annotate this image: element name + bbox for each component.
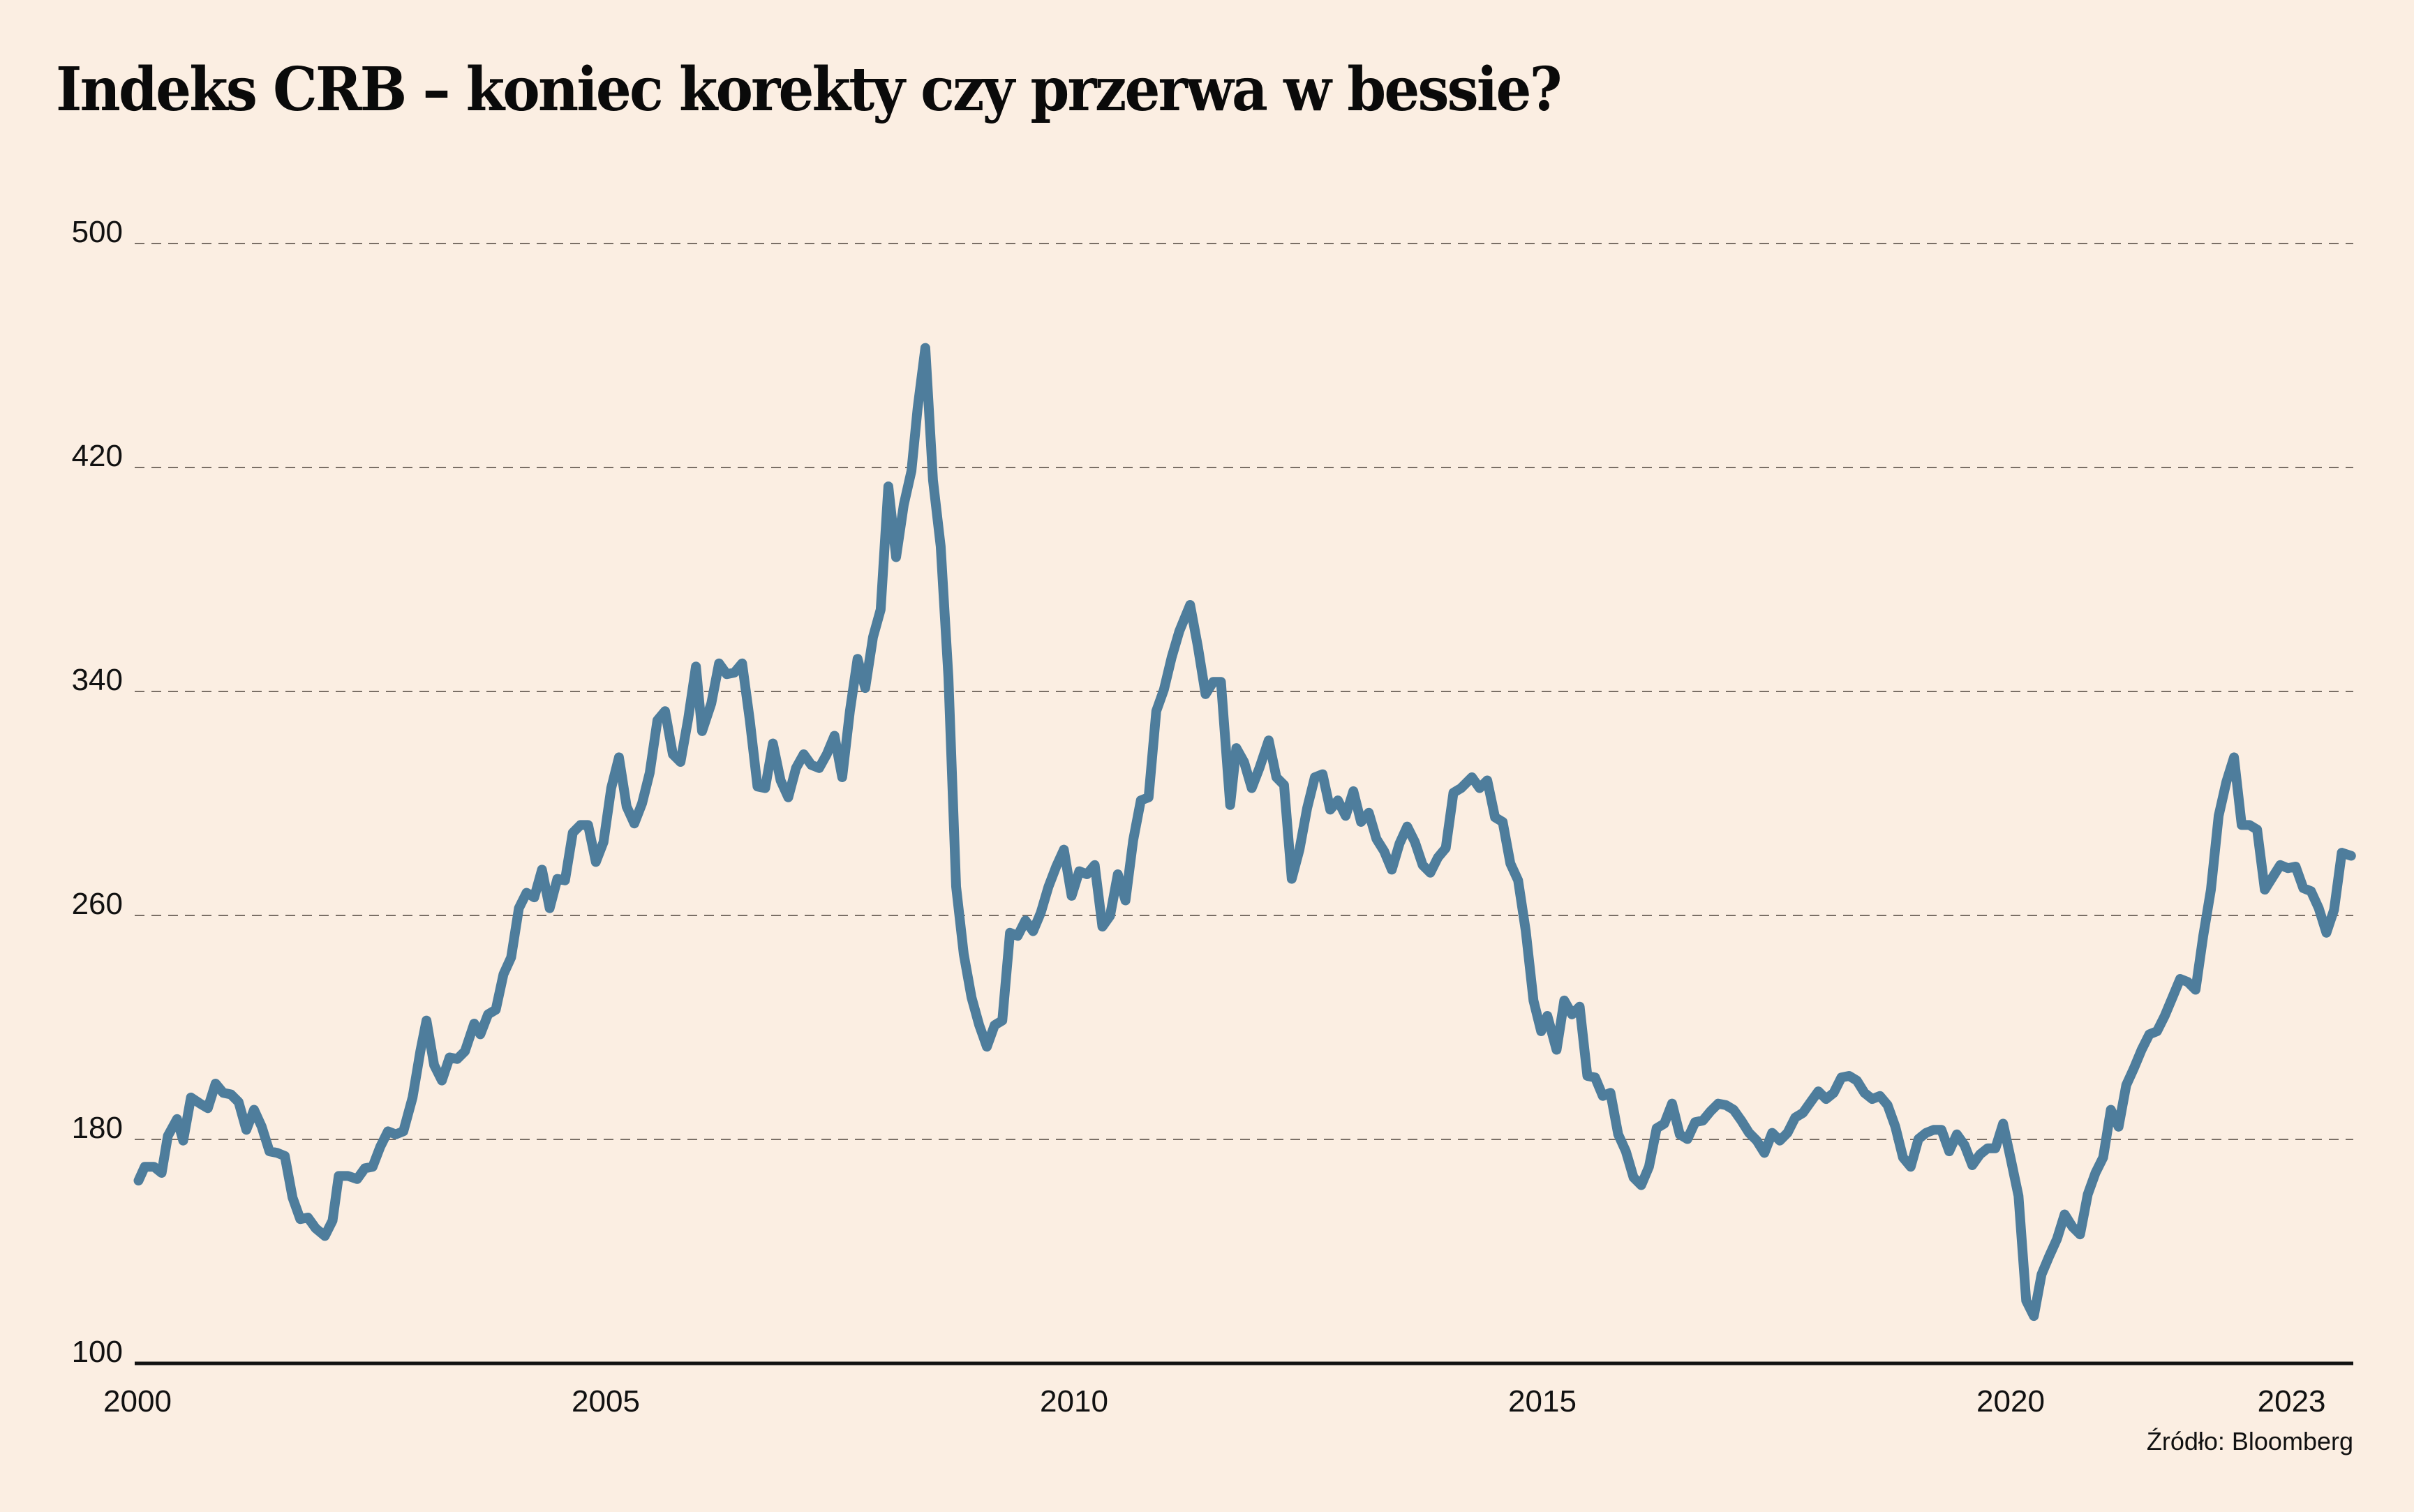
chart-title: Indeks CRB – koniec korekty czy przerwa … <box>56 54 1562 125</box>
y-tick-label: 260 <box>72 887 123 921</box>
x-axis-ticks: 2000 2005 2010 2015 2020 2023 <box>103 1384 2325 1419</box>
x-tick-label: 2000 <box>103 1384 172 1419</box>
source-note: Źródło: Bloomberg <box>2147 1427 2353 1455</box>
y-tick-label: 420 <box>72 439 123 473</box>
x-tick-label: 2010 <box>1040 1384 1108 1419</box>
y-tick-label: 500 <box>72 215 123 249</box>
x-tick-label: 2023 <box>2258 1384 2326 1419</box>
series-line-crb <box>133 343 2356 1322</box>
x-tick-label: 2005 <box>572 1384 640 1419</box>
x-tick-label: 2015 <box>1508 1384 1577 1419</box>
gridlines <box>135 243 2353 1140</box>
y-tick-label: 100 <box>72 1335 123 1369</box>
y-tick-label: 340 <box>72 663 123 697</box>
x-tick-label: 2020 <box>1976 1384 2045 1419</box>
y-axis-ticks: 100 180 260 340 420 500 <box>72 215 123 1369</box>
y-tick-label: 180 <box>72 1111 123 1145</box>
